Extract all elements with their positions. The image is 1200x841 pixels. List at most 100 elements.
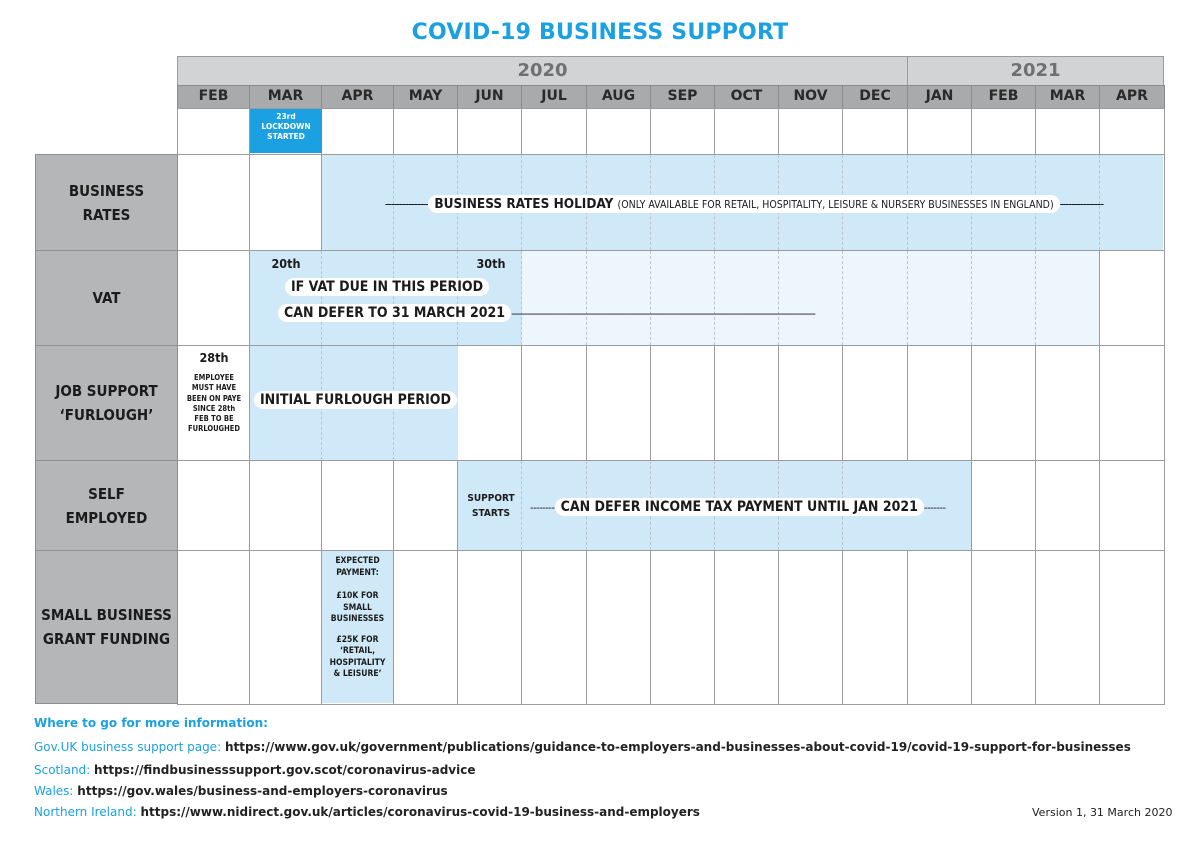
grant-note-10k: £10K FOR SMALL BUSINESSES [322,591,393,626]
info-link-wales[interactable]: Wales: https://gov.wales/business-and-em… [34,784,448,798]
grid-cell [586,550,651,705]
note-cell [778,108,843,155]
row-label-line2: EMPLOYED [65,508,148,527]
month-header: AUG [586,85,651,109]
info-link-label: Wales: [34,784,74,798]
grant-note-line: £25K FOR [336,634,379,645]
page-title: COVID-19 BUSINESS SUPPORT [411,20,789,45]
grant-note-line: EXPECTED [335,556,380,566]
grid-cell [714,550,779,705]
grid-cell [177,550,250,705]
row-label-business-rates: BUSINESS RATES [35,154,178,251]
vat-deferral-band [250,251,522,345]
row-label-text: VAT [92,289,121,307]
grant-note-line: HOSPITALITY [329,657,386,668]
note-cell [521,108,587,155]
grant-note-line: & LEISURE’ [333,669,382,679]
vat-line1-text: IF VAT DUE IN THIS PERIOD [285,278,490,296]
grant-note-line: ‘RETAIL, [339,646,376,656]
grid-cell [1099,250,1165,346]
grant-note-25k: £25K FOR ‘RETAIL, HOSPITALITY & LEISURE’ [322,635,393,681]
grid-cell [521,550,587,705]
grid-cell [457,345,522,461]
dashes-left: --------------- [384,197,429,211]
info-link-label: Scotland: [34,763,91,777]
support-starts-line2: STARTS [472,508,510,519]
info-link-url[interactable]: https://www.gov.uk/government/publicatio… [224,740,1131,754]
furlough-day: 28th [199,350,229,365]
dashed-guide [907,251,908,345]
grant-note-expected: EXPECTED PAYMENT: [322,556,393,579]
grid-cell [249,154,322,251]
business-rates-holiday-label: --------------- BUSINESS RATES HOLIDAY (… [333,193,1155,215]
grid-cell [971,550,1036,705]
info-link-url[interactable]: https://gov.wales/business-and-employers… [77,784,448,798]
month-header: FEB [971,85,1036,109]
info-link-url[interactable]: https://findbusinesssupport.gov.scot/cor… [94,763,476,777]
year-header-2020: 2020 [177,56,908,86]
info-link-url[interactable]: https://www.nidirect.gov.uk/articles/cor… [140,805,700,819]
month-header: OCT [714,85,779,109]
grid-cell [1035,550,1100,705]
dashed-guide [971,251,972,345]
note-cell [1035,108,1100,155]
furlough-note-line: EMPLOYEE [194,373,234,382]
dashed-guide [842,251,843,345]
info-link-govuk[interactable]: Gov.UK business support page: https://ww… [34,740,1131,754]
lockdown-text: LOCKDOWN [261,122,311,131]
month-header: SEP [650,85,715,109]
vat-line2: CAN DEFER TO 31 MARCH 2021 -------------… [278,302,1088,324]
grant-note-line: SMALL [343,602,372,613]
dashed-guide [393,155,394,250]
row-label-line1: JOB SUPPORT [55,382,158,400]
note-cell [177,108,250,155]
info-link-northern-ireland[interactable]: Northern Ireland: https://www.nidirect.g… [34,805,700,819]
month-header: JAN [907,85,972,109]
dashed-guide [521,461,522,550]
dashed-guide [778,251,779,345]
grant-note-line: PAYMENT: [336,567,379,578]
dashed-guide [393,251,394,345]
dashed-guide [650,251,651,345]
row-label-furlough: JOB SUPPORT ‘FURLOUGH’ [35,345,178,461]
dashes-right: ------- [923,500,946,514]
grid-cell [778,345,843,461]
month-header: MAR [1035,85,1100,109]
lockdown-marker: 23rd LOCKDOWN STARTED [250,109,322,153]
grid-cell [393,550,458,705]
dashed-guide [1099,155,1100,250]
info-link-scotland[interactable]: Scotland: https://findbusinesssupport.go… [34,763,475,777]
business-rates-sub: (ONLY AVAILABLE FOR RETAIL, HOSPITALITY,… [617,199,1054,211]
month-header: APR [321,85,394,109]
month-header: JUL [521,85,587,109]
vat-line2-text: CAN DEFER TO 31 MARCH 2021 [278,304,512,322]
row-label-line2: GRANT FUNDING [42,630,171,648]
dashed-guide [521,251,522,345]
grid-cell [907,345,972,461]
grid-cell [249,550,322,705]
grid-cell [650,550,715,705]
lockdown-text: STARTED [267,132,305,141]
grid-cell [971,345,1036,461]
grid-cell [177,250,250,346]
vat-line1: IF VAT DUE IN THIS PERIOD [285,278,490,296]
row-label-vat: VAT [35,250,178,346]
note-cell [714,108,779,155]
dashed-guide [457,251,458,345]
row-label-self-employed: SELF EMPLOYED [35,460,178,551]
furlough-note-line: SINCE 28th [192,403,236,413]
grid-cell [971,460,1036,551]
income-tax-deferral-text: CAN DEFER INCOME TAX PAYMENT UNTIL JAN 2… [554,498,924,516]
note-cell [586,108,651,155]
grid-cell [393,460,458,551]
vat-dashes: ----------------------------------------… [511,306,816,320]
grid-cell [321,460,394,551]
income-tax-deferral-label: -------- CAN DEFER INCOME TAX PAYMENT UN… [530,496,970,518]
grid-cell [521,345,587,461]
row-label-line1: SELF [88,484,125,503]
month-header: APR [1099,85,1165,109]
grid-cell [1099,550,1165,705]
month-header: FEB [177,85,250,109]
vat-extended-band [522,251,1099,345]
note-cell [321,108,394,155]
